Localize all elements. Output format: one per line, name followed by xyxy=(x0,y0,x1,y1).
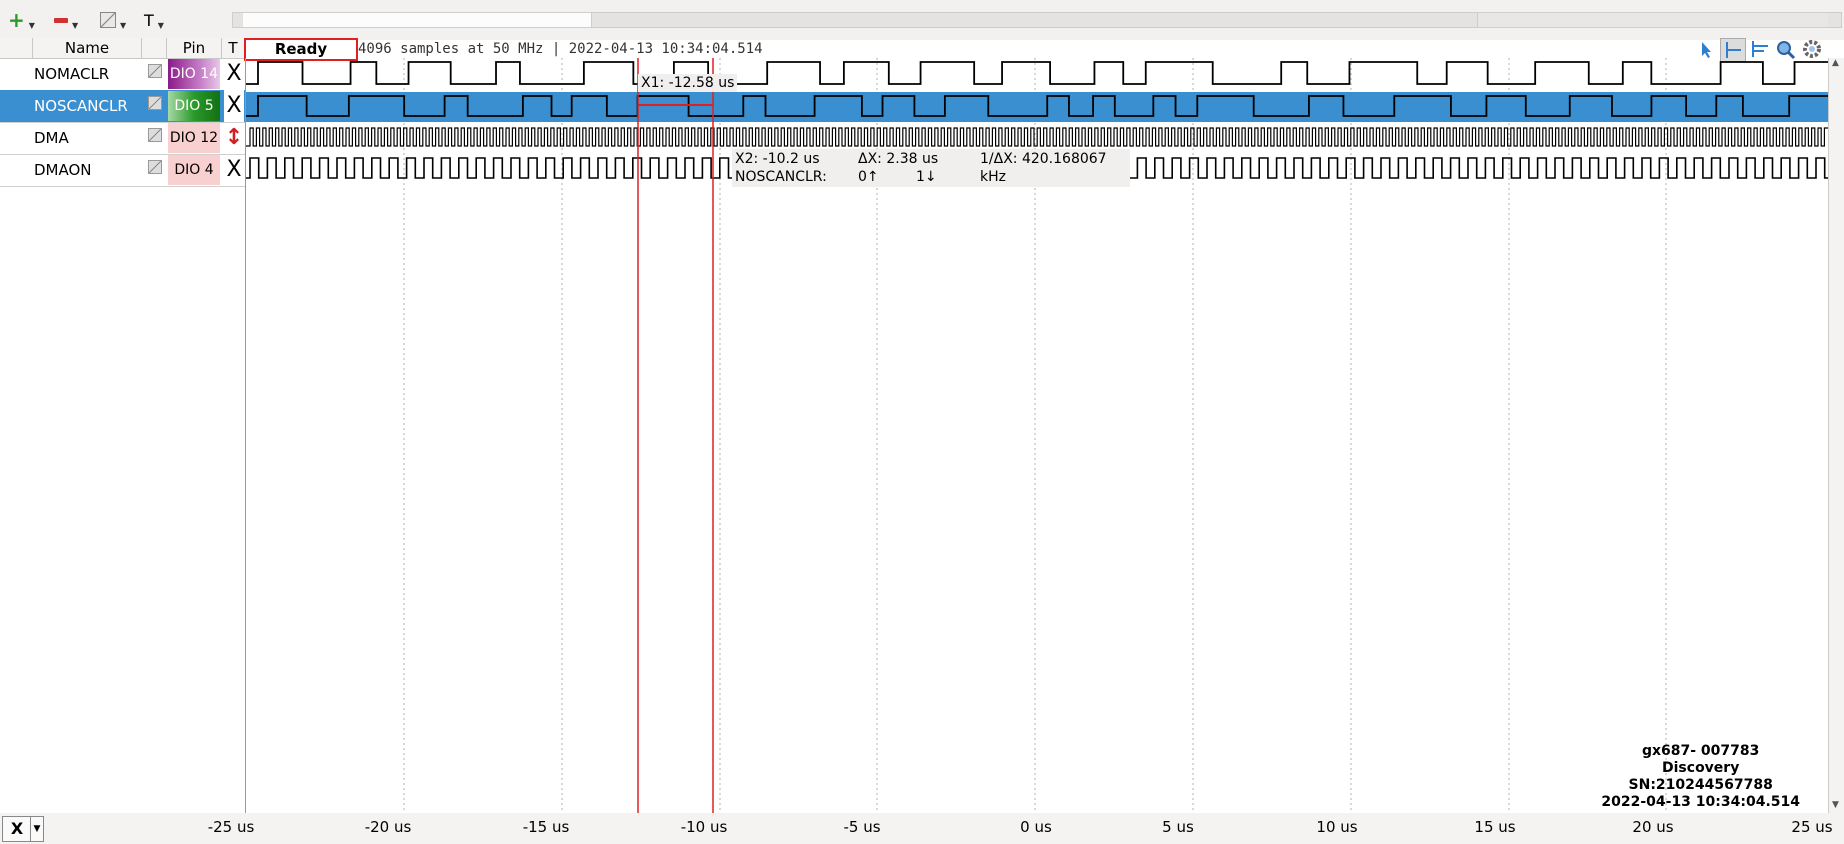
channel-row[interactable]: DMA DIO 12 ↕ xyxy=(0,122,245,155)
channel-name: NOSCANCLR xyxy=(34,97,128,115)
edit-icon[interactable] xyxy=(148,160,162,174)
cursor-x1-label: X1: -12.58 us xyxy=(638,74,738,92)
cursor-measurement-panel: X2: -10.2 us ΔX: 2.38 us 1/ΔX: 420.16806… xyxy=(732,149,1130,187)
horizontal-scrollbar[interactable] xyxy=(232,12,1842,28)
channel-row[interactable]: NOMACLR DIO 14 X xyxy=(0,58,245,91)
chevron-down-icon: ▼ xyxy=(72,20,79,30)
gear-icon xyxy=(1803,40,1821,58)
chevron-down-icon[interactable]: ▼ xyxy=(30,816,44,842)
pin-badge[interactable]: DIO 5 xyxy=(168,91,220,121)
pointer-icon xyxy=(1702,42,1711,58)
trigger-icon[interactable]: X xyxy=(226,61,242,86)
acquisition-info: 4096 samples at 50 MHz | 2022-04-13 10:3… xyxy=(358,41,763,57)
device-serial: SN:210244567788 xyxy=(1628,777,1773,793)
chevron-down-icon: ▼ xyxy=(28,20,35,30)
magnifier-icon xyxy=(1777,41,1796,60)
axis-select-button[interactable]: X xyxy=(2,816,32,842)
selected-row-highlight xyxy=(246,92,1828,122)
add-cursor-button[interactable] xyxy=(1720,38,1746,62)
trigger-icon[interactable]: ↕ xyxy=(224,125,244,150)
waveform-trace xyxy=(246,61,1828,85)
cursor-delta-label: ΔX: 2.38 us xyxy=(858,151,939,167)
zoom-button[interactable] xyxy=(1774,38,1798,60)
rising-count: 0↑ xyxy=(858,169,879,185)
minus-icon xyxy=(54,17,68,23)
remove-channel-button[interactable]: ▼ xyxy=(54,10,82,30)
scroll-up-icon[interactable]: ▲ xyxy=(1832,58,1839,68)
pin-badge[interactable]: DIO 12 xyxy=(168,123,220,153)
cursor-select-button[interactable] xyxy=(1694,38,1718,60)
x-tick-label: 10 us xyxy=(1316,818,1358,836)
channel-name: DMAON xyxy=(34,161,92,179)
device-info: gx687- 007783 Discovery SN:210244567788 … xyxy=(1601,743,1800,811)
panel-divider[interactable] xyxy=(245,58,246,814)
add-channel-button[interactable]: + ▼ xyxy=(8,8,36,32)
chevron-down-icon: ▼ xyxy=(120,20,127,30)
plus-icon: + xyxy=(8,8,25,32)
cursor-frequency-label: 1/ΔX: 420.168067 kHz xyxy=(980,151,1107,185)
x-tick-label: -10 us xyxy=(680,818,728,836)
cursor-list-icon xyxy=(1752,41,1768,57)
pin-badge[interactable]: DIO 14 xyxy=(168,59,220,89)
edit-channel-button[interactable]: ▼ xyxy=(100,10,128,30)
chevron-down-icon: ▼ xyxy=(157,20,164,30)
trigger-icon[interactable]: X xyxy=(226,157,242,182)
x-tick-label: -15 us xyxy=(522,818,570,836)
vertical-scrollbar[interactable]: ▲ ▼ xyxy=(1828,58,1844,814)
header-trigger[interactable]: T xyxy=(222,38,245,58)
trigger-icon[interactable]: X xyxy=(224,90,244,122)
device-model: Discovery xyxy=(1662,760,1740,776)
cursor-x2-label: X2: -10.2 us xyxy=(735,151,820,167)
x-tick-label: 5 us xyxy=(1162,818,1194,836)
channel-row-selected[interactable]: NOSCANCLR DIO 5 X xyxy=(0,90,245,123)
edit-icon[interactable] xyxy=(148,96,162,110)
cursor-signal-label: NOSCANCLR: xyxy=(735,169,827,185)
x-tick-label: 25 us xyxy=(1791,818,1833,836)
time-axis-bar xyxy=(0,813,1844,844)
settings-button[interactable] xyxy=(1800,38,1824,60)
edit-icon xyxy=(100,12,116,28)
cursor-add-icon xyxy=(1726,42,1741,58)
device-timestamp: 2022-04-13 10:34:04.514 xyxy=(1601,794,1800,810)
channel-name: DMA xyxy=(34,129,69,147)
status-badge: Ready xyxy=(244,38,358,61)
x-tick-label: -20 us xyxy=(364,818,412,836)
x-tick-label: 20 us xyxy=(1632,818,1674,836)
horizontal-scroll-track-right[interactable] xyxy=(1477,13,1828,27)
x-tick-label: 0 us xyxy=(1020,818,1052,836)
channel-header: Name Pin T xyxy=(0,38,245,59)
header-spacer xyxy=(0,38,33,58)
text-tool-label: T xyxy=(144,10,154,30)
scroll-down-icon[interactable]: ▼ xyxy=(1832,800,1839,810)
text-tool-button[interactable]: T ▼ xyxy=(144,10,172,30)
channel-name: NOMACLR xyxy=(34,65,110,83)
waveform-trace xyxy=(246,95,1828,117)
x-tick-label: 15 us xyxy=(1474,818,1516,836)
horizontal-scroll-thumb[interactable] xyxy=(243,13,592,27)
pin-badge[interactable]: DIO 4 xyxy=(168,155,220,185)
edit-icon[interactable] xyxy=(148,128,162,142)
x-tick-label: -5 us xyxy=(843,818,881,836)
x-tick-label: -25 us xyxy=(207,818,255,836)
edit-icon[interactable] xyxy=(148,64,162,78)
header-pin[interactable]: Pin xyxy=(167,38,222,58)
channel-row[interactable]: DMAON DIO 4 X xyxy=(0,154,245,187)
header-edit-spacer xyxy=(142,38,167,58)
falling-count: 1↓ xyxy=(916,169,937,185)
header-name[interactable]: Name xyxy=(33,38,142,58)
cursor-span-marker xyxy=(638,104,713,106)
cursor-list-button[interactable] xyxy=(1748,38,1772,60)
waveform-trace xyxy=(246,127,1828,147)
device-name: gx687- 007783 xyxy=(1641,743,1760,759)
